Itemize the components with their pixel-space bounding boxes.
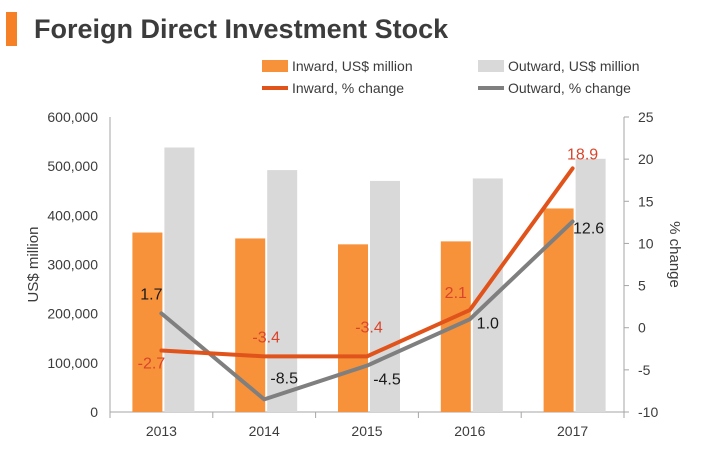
x-tick-label: 2015 [351,423,382,439]
chart-title: Foreign Direct Investment Stock [34,14,449,44]
outward-change-line [159,219,575,402]
y2-axis-title: % change [666,221,683,288]
outward-change-label: 12.6 [573,221,604,238]
inward-change-label: -2.7 [138,355,166,372]
y2-tick-label: 10 [638,235,654,251]
y-axis-title: US$ million [25,227,42,303]
legend-outward-bar-label: Outward, US$ million [508,58,640,74]
y2-tick-label: 5 [638,278,646,294]
y-tick-label: 200,000 [47,306,98,322]
legend-outward-line-label: Outward, % change [508,80,631,96]
inward-change-label: -3.4 [252,329,280,346]
y-tick-label: 0 [90,404,98,420]
x-tick-label: 2017 [557,423,588,439]
y-tick-label: 100,000 [47,355,98,371]
y2-tick-label: 15 [638,193,654,209]
y2-tick-label: -10 [638,404,658,420]
x-tick-label: 2014 [249,423,280,439]
outward-bar [267,170,298,412]
y2-tick-label: 20 [638,151,654,167]
y2-tick-label: 0 [638,320,646,336]
y-tick-label: 500,000 [47,158,98,174]
inward-bar [132,232,163,412]
legend-inward-bar-swatch [262,60,288,72]
outward-change-label: -8.5 [270,370,298,387]
outward-bar [370,180,400,412]
inward-change-label: 18.9 [567,146,598,163]
outward-change-label: 1.0 [477,315,499,332]
y2-tick-label: 25 [638,109,654,125]
outward-change-label: -4.5 [373,372,401,389]
inward-bar [543,208,574,412]
x-tick-label: 2013 [146,423,177,439]
inward-change-label: -3.4 [355,319,383,336]
outward-bar [472,178,503,412]
y-tick-label: 400,000 [47,207,98,223]
y-tick-label: 300,000 [47,257,98,273]
outward-bar [164,147,195,412]
inward-bar [235,238,266,412]
legend-outward-bar-swatch [478,60,504,72]
inward-bar [338,244,368,412]
inward-change-label: 2.1 [445,285,467,302]
outward-bar [575,158,606,412]
legend-inward-bar-label: Inward, US$ million [292,58,413,74]
outward-change-label: 1.7 [140,286,162,303]
legend-inward-line-label: Inward, % change [292,80,404,96]
y2-tick-label: -5 [638,362,651,378]
x-tick-label: 2016 [454,423,485,439]
inward-change-line [159,166,575,359]
y-tick-label: 600,000 [47,109,98,125]
title-accent-bar [6,12,17,46]
